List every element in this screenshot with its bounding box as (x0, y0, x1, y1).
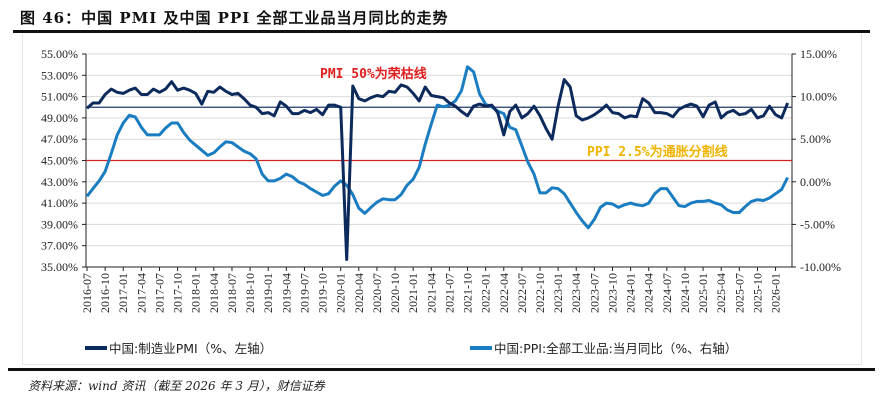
right-axis-tick-label: -10.00% (800, 260, 841, 274)
chart-frame (22, 34, 862, 365)
x-axis-tick-label: 2019-10 (316, 273, 330, 313)
x-axis-tick-label: 2017-01 (116, 273, 130, 313)
x-axis-tick-label: 2020-10 (388, 273, 402, 313)
ppi-reference-label: PPI 2.5%为通胀分割线 (587, 144, 728, 160)
x-axis-tick-label: 2022-07 (515, 273, 529, 313)
right-axis-tick-label: 0.00% (800, 175, 831, 189)
left-axis-tick-label: 49.00% (41, 111, 78, 125)
legend-swatch-pmi (85, 345, 107, 350)
x-axis-tick-label: 2022-10 (533, 273, 547, 313)
left-axis-tick-label: 55.00% (41, 47, 78, 61)
x-axis-tick-label: 2024-04 (642, 273, 656, 313)
x-axis-tick-label: 2025-07 (732, 273, 746, 313)
left-axis-tick-label: 51.00% (41, 90, 78, 104)
x-axis-tick-label: 2017-07 (152, 273, 166, 313)
x-axis-tick-label: 2020-04 (352, 273, 366, 313)
tick-labels: 55.00% 53.00% 51.00% 49.00% 47.00% 45.00% 43.0… (41, 47, 841, 313)
x-axis-tick-label: 2022-04 (497, 273, 511, 313)
x-axis-tick-label: 2026-01 (769, 273, 783, 313)
series-lines (85, 65, 789, 261)
legend-swatch-ppi (470, 345, 492, 350)
x-axis-tick-label: 2019-01 (261, 273, 275, 313)
x-axis-tick-label: 2021-07 (442, 273, 456, 313)
x-axis-tick-label: 2016-10 (98, 273, 112, 313)
left-axis-tick-label: 39.00% (41, 217, 78, 231)
x-axis-tick-label: 2021-04 (424, 273, 438, 313)
pmi-reference-label: PMI 50%为荣枯线 (320, 66, 427, 82)
left-axis-tick-label: 37.00% (41, 239, 78, 253)
legend-label-pmi: 中国:制造业PMI（%、左轴） (109, 341, 273, 356)
x-axis-tick-label: 2023-10 (605, 273, 619, 313)
x-axis-tick-label: 2023-07 (587, 273, 601, 313)
x-axis-tick-label: 2016-07 (80, 273, 94, 313)
x-axis-tick-label: 2019-04 (279, 273, 293, 313)
x-axis-tick-label: 2020-01 (334, 273, 348, 313)
right-axis-tick-label: -5.00% (800, 217, 835, 231)
x-axis-tick-label: 2019-07 (297, 273, 311, 313)
left-axis-tick-label: 45.00% (41, 154, 78, 168)
legend-label-ppi: 中国:PPI:全部工业品:当月同比（%、右轴） (494, 341, 738, 356)
figure-title: 图 46：中国 PMI 及中国 PPI 全部工业品当月同比的走势 (20, 9, 449, 27)
x-axis-tick-label: 2021-10 (461, 273, 475, 313)
x-axis-tick-label: 2025-04 (714, 273, 728, 313)
x-axis-tick-label: 2024-07 (660, 273, 674, 313)
right-axis-tick-label: 10.00% (800, 90, 837, 104)
x-axis-tick-label: 2025-10 (750, 273, 764, 313)
reference-lines (86, 106, 792, 162)
left-axis-tick-label: 41.00% (41, 196, 78, 210)
x-axis-tick-label: 2017-10 (171, 273, 185, 313)
x-axis-tick-label: 2018-10 (243, 273, 257, 313)
x-axis-tick-label: 2023-04 (569, 273, 583, 313)
legend-item-pmi: 中国:制造业PMI（%、左轴） (85, 338, 272, 357)
footer-divider (8, 368, 875, 371)
x-axis-tick-label: 2022-01 (479, 273, 493, 313)
x-axis-tick-label: 2018-07 (225, 273, 239, 313)
left-axis-tick-label: 47.00% (41, 132, 78, 146)
x-axis-tick-label: 2024-01 (624, 273, 638, 313)
left-axis-tick-label: 35.00% (41, 260, 78, 274)
axes (82, 53, 796, 271)
left-axis-tick-label: 53.00% (41, 68, 78, 82)
x-axis-tick-label: 2025-01 (696, 273, 710, 313)
x-axis-tick-label: 2024-10 (678, 273, 692, 313)
x-axis-tick-label: 2017-04 (134, 273, 148, 313)
title-divider (13, 30, 870, 33)
x-axis-tick-label: 2021-01 (406, 273, 420, 313)
x-axis-tick-label: 2020-07 (370, 273, 384, 313)
x-axis-tick-label: 2018-01 (189, 273, 203, 313)
right-axis-tick-label: 5.00% (800, 132, 831, 146)
left-axis-tick-label: 43.00% (41, 175, 78, 189)
legend-item-ppi: 中国:PPI:全部工业品:当月同比（%、右轴） (470, 338, 737, 357)
pmi-series-line (86, 78, 789, 261)
ppi-series-line (85, 65, 789, 230)
right-axis-tick-label: 15.00% (800, 47, 837, 61)
x-axis-tick-label: 2018-04 (207, 273, 221, 313)
x-axis-tick-label: 2023-01 (551, 273, 565, 313)
source-note: 资料来源：wind 资讯（截至 2026 年 3 月），财信证券 (28, 379, 325, 393)
